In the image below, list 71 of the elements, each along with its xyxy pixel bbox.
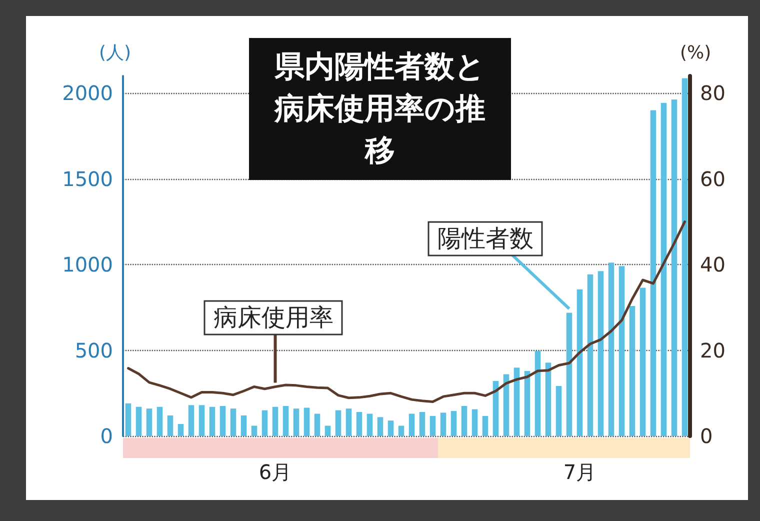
bar — [136, 406, 142, 436]
bar — [220, 406, 226, 436]
bar — [640, 288, 646, 436]
y-tick-label: 1000 — [62, 252, 113, 277]
y2-tick-label: 60 — [700, 166, 726, 191]
bar — [492, 380, 499, 436]
bar — [251, 426, 258, 436]
bar — [472, 409, 478, 436]
bar — [366, 414, 373, 436]
bar — [450, 410, 457, 436]
y-tick-label: 1500 — [62, 166, 113, 191]
y2-tick-label: 20 — [700, 338, 726, 362]
bar — [482, 416, 488, 436]
bar — [556, 386, 562, 436]
y-tick-label: 0 — [100, 424, 113, 448]
bar — [618, 266, 625, 436]
bar — [230, 408, 236, 436]
bar — [534, 350, 541, 436]
bar — [262, 410, 268, 436]
bar — [398, 426, 404, 436]
bar — [178, 424, 184, 436]
y-tick-label: 2000 — [62, 81, 113, 106]
y2-tick-label: 80 — [700, 81, 726, 106]
bar — [514, 368, 520, 436]
bar — [587, 274, 594, 436]
bar — [356, 412, 362, 436]
bar — [146, 408, 152, 436]
bar — [598, 271, 604, 436]
bar — [503, 374, 510, 436]
bar — [608, 262, 614, 436]
text: 陽性者数 — [437, 224, 534, 253]
y2-axis-title: (%) — [680, 42, 712, 64]
bar — [188, 405, 194, 436]
bar — [377, 417, 384, 436]
bar — [545, 362, 552, 436]
y2-tick-label: 40 — [700, 252, 726, 277]
bar — [629, 306, 636, 436]
y-tick-label: 500 — [74, 338, 113, 362]
x-tick-label: 7月 — [563, 460, 596, 484]
bar — [650, 110, 656, 436]
bar — [324, 426, 331, 436]
text: 病床使用率 — [213, 304, 334, 332]
bar — [156, 406, 163, 436]
bar — [408, 414, 415, 436]
bar — [660, 102, 667, 436]
bar — [461, 406, 468, 436]
bar — [198, 405, 205, 436]
y2-tick-label: 0 — [700, 424, 713, 448]
bar — [524, 371, 530, 436]
bar — [240, 415, 247, 436]
bar — [576, 289, 583, 436]
line-series — [127, 220, 686, 403]
text: 県内陽性者数と病床使用率の推移 — [274, 50, 486, 168]
bar — [167, 415, 174, 436]
bar — [335, 410, 342, 436]
bar — [430, 416, 436, 436]
bar — [566, 312, 572, 436]
bar — [388, 420, 394, 436]
bar — [671, 99, 678, 436]
bar — [272, 406, 278, 436]
bar — [440, 412, 446, 436]
bar — [125, 403, 132, 436]
bar — [346, 408, 352, 436]
bar — [419, 412, 426, 436]
bar — [304, 408, 310, 436]
y-axis-title: (人) — [98, 42, 131, 64]
bar — [314, 414, 320, 436]
bar — [209, 406, 216, 436]
x-tick-label: 6月 — [258, 460, 292, 484]
bar — [293, 408, 300, 436]
bar — [282, 406, 289, 436]
